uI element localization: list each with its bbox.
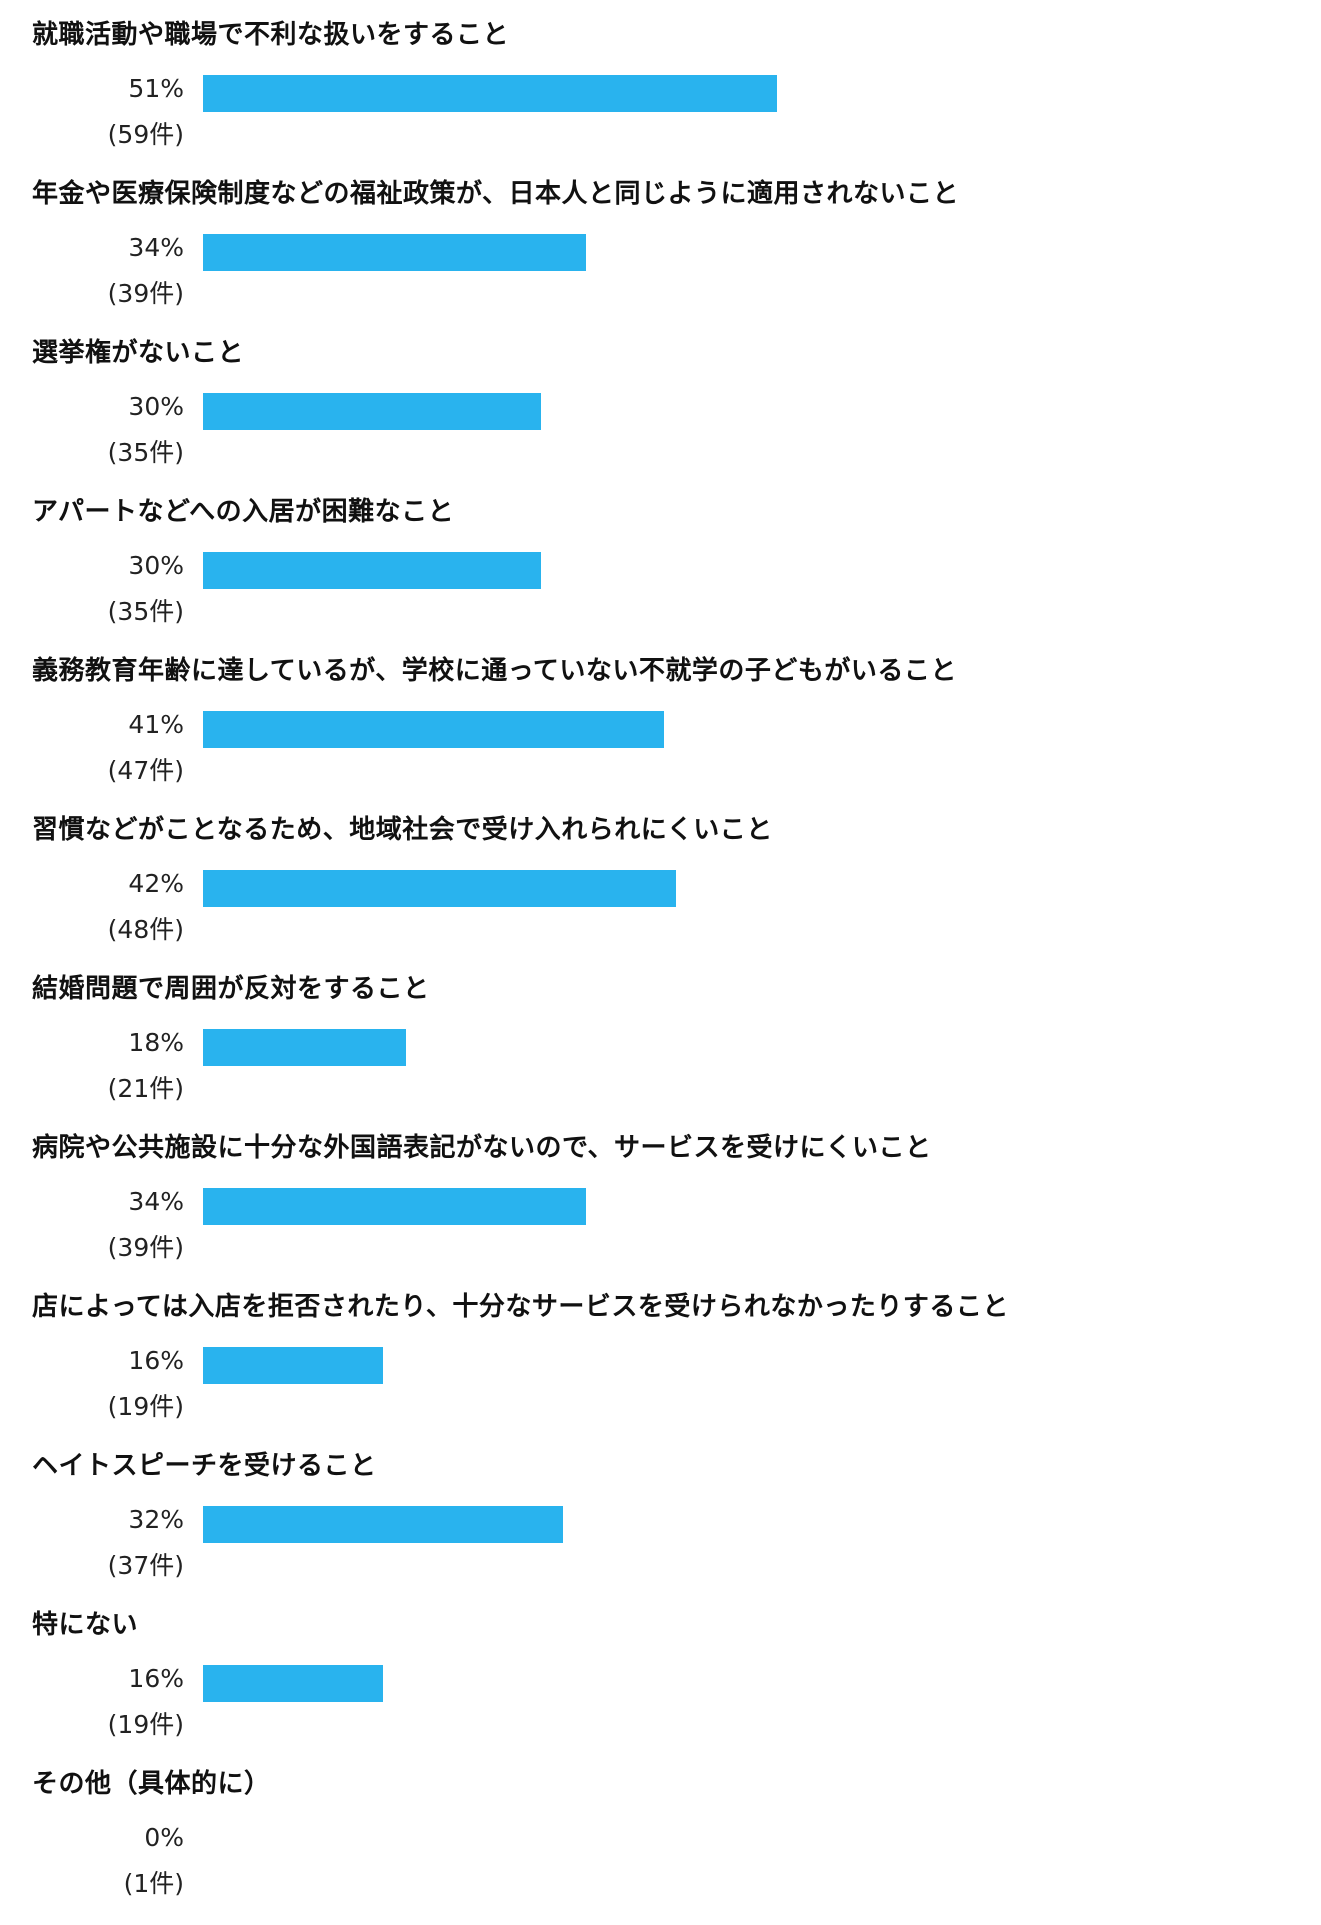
count-label: (48件) (107, 915, 184, 944)
bar (203, 393, 541, 430)
chart-item: 習慣などがことなるため、地域社会で受け入れられにくいこと 42% (48件) (0, 795, 1321, 954)
percent-label: 34% (128, 233, 184, 262)
bar (203, 711, 664, 748)
chart-item: 店によっては入店を拒否されたり、十分なサービスを受けられなかったりすること 16%… (0, 1272, 1321, 1431)
question-label: 店によっては入店を拒否されたり、十分なサービスを受けられなかったりすること (32, 1292, 1009, 1322)
question-label: その他（具体的に） (32, 1769, 271, 1799)
bar (203, 1029, 406, 1066)
chart-item: アパートなどへの入居が困難なこと 30% (35件) (0, 477, 1321, 636)
count-label: (35件) (107, 597, 184, 626)
percent-label: 34% (128, 1187, 184, 1216)
chart-item: 結婚問題で周囲が反対をすること 18% (21件) (0, 954, 1321, 1113)
percent-label: 30% (128, 392, 184, 421)
count-label: (19件) (107, 1392, 184, 1421)
bar (203, 1188, 586, 1225)
count-label: (19件) (107, 1710, 184, 1739)
chart-item: その他（具体的に） 0% (1件) (0, 1749, 1321, 1908)
percent-label: 42% (128, 869, 184, 898)
percent-label: 32% (128, 1505, 184, 1534)
bar (203, 1665, 383, 1702)
chart-item: ヘイトスピーチを受けること 32% (37件) (0, 1431, 1321, 1590)
percent-label: 16% (128, 1346, 184, 1375)
count-label: (59件) (107, 120, 184, 149)
count-label: (39件) (107, 1233, 184, 1262)
count-label: (35件) (107, 438, 184, 467)
percent-label: 0% (144, 1823, 184, 1852)
question-label: 就職活動や職場で不利な扱いをすること (32, 20, 510, 50)
bar (203, 1347, 383, 1384)
percent-label: 51% (128, 74, 184, 103)
percent-label: 30% (128, 551, 184, 580)
question-label: 選挙権がないこと (32, 338, 245, 368)
question-label: 特にない (32, 1610, 139, 1640)
bar (203, 552, 541, 589)
question-label: アパートなどへの入居が困難なこと (32, 497, 455, 527)
bar (203, 75, 777, 112)
count-label: (1件) (123, 1869, 184, 1898)
count-label: (47件) (107, 756, 184, 785)
question-label: 結婚問題で周囲が反対をすること (32, 974, 430, 1004)
question-label: 習慣などがことなるため、地域社会で受け入れられにくいこと (32, 815, 773, 845)
chart-item: 年金や医療保険制度などの福祉政策が、日本人と同じように適用されないこと 34% (3… (0, 159, 1321, 318)
bar (203, 234, 586, 271)
question-label: ヘイトスピーチを受けること (32, 1451, 377, 1481)
count-label: (37件) (107, 1551, 184, 1580)
chart-item: 選挙権がないこと 30% (35件) (0, 318, 1321, 477)
chart-item: 就職活動や職場で不利な扱いをすること 51% (59件) (0, 0, 1321, 159)
count-label: (39件) (107, 279, 184, 308)
bar (203, 1506, 563, 1543)
count-label: (21件) (107, 1074, 184, 1103)
chart-item: 義務教育年齢に達しているが、学校に通っていない不就学の子どもがいること 41% (4… (0, 636, 1321, 795)
question-label: 年金や医療保険制度などの福祉政策が、日本人と同じように適用されないこと (32, 179, 959, 209)
question-label: 義務教育年齢に達しているが、学校に通っていない不就学の子どもがいること (32, 656, 957, 686)
chart-item: 病院や公共施設に十分な外国語表記がないので、サービスを受けにくいこと 34% (39… (0, 1113, 1321, 1272)
chart-item: 特にない 16% (19件) (0, 1590, 1321, 1749)
bar (203, 870, 676, 907)
percent-label: 18% (128, 1028, 184, 1057)
question-label: 病院や公共施設に十分な外国語表記がないので、サービスを受けにくいこと (32, 1133, 932, 1163)
percent-label: 16% (128, 1664, 184, 1693)
percent-label: 41% (128, 710, 184, 739)
